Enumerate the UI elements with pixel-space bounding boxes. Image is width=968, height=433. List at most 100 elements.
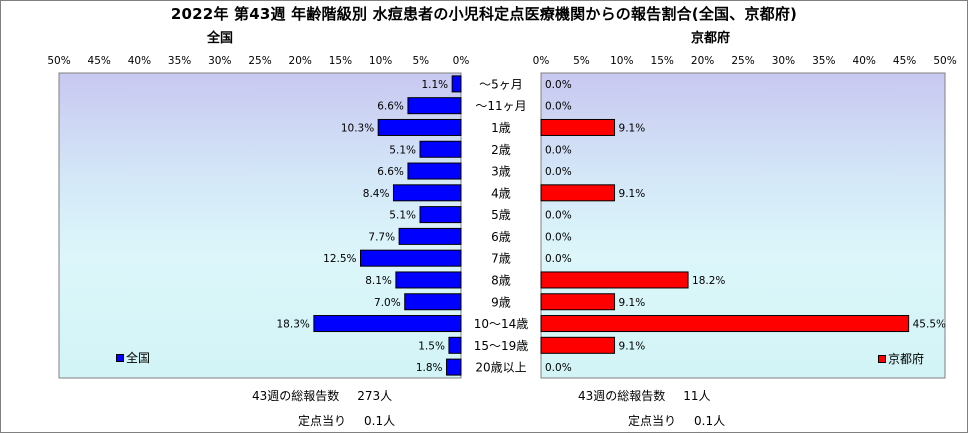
national-legend-label: 全国 — [126, 351, 151, 365]
kyoto-legend-swatch — [878, 354, 886, 363]
national-bar-value-label: 7.0% — [374, 297, 401, 309]
kyoto-bar — [540, 315, 910, 333]
national-bar — [446, 358, 462, 376]
kyoto-x-tick-label: 25% — [731, 55, 754, 67]
category-label: 8歳 — [491, 273, 511, 287]
category-label: 20歳以上 — [475, 361, 526, 375]
kyoto-total-line: 43週の総報告数 11人 — [578, 387, 711, 404]
kyoto-bar-value-label: 0.0% — [545, 144, 572, 156]
national-x-tick-label: 30% — [208, 55, 231, 67]
national-bar — [377, 118, 462, 136]
kyoto-bar-value-label: 0.0% — [545, 101, 572, 113]
national-legend-swatch — [116, 353, 124, 362]
kyoto-x-tick-label: 0% — [533, 55, 550, 67]
national-total-line: 43週の総報告数 273人 — [252, 387, 392, 404]
national-bar-value-label: 1.8% — [416, 362, 443, 374]
kyoto-bar-value-label: 0.0% — [545, 231, 572, 243]
kyoto-bar — [540, 293, 616, 311]
national-bar-value-label: 1.1% — [421, 79, 448, 91]
national-legend: 全国 — [116, 349, 150, 366]
kyoto-x-tick-label: 35% — [812, 55, 835, 67]
national-bar — [448, 336, 462, 354]
kyoto-bar-value-label: 9.1% — [619, 188, 646, 200]
national-bar-value-label: 1.5% — [418, 340, 445, 352]
category-label: 10～14歳 — [474, 317, 529, 331]
national-bar-value-label: 8.1% — [365, 275, 392, 287]
national-bar-value-label: 8.4% — [363, 188, 390, 200]
category-label: 6歳 — [491, 230, 511, 244]
category-label: 15～19歳 — [474, 339, 529, 353]
national-x-tick-label: 0% — [453, 55, 470, 67]
national-x-tick-label: 25% — [248, 55, 271, 67]
national-bar-value-label: 6.6% — [377, 166, 404, 178]
kyoto-x-tick-label: 5% — [573, 55, 590, 67]
category-label: 1歳 — [491, 121, 511, 135]
national-bar — [404, 293, 462, 311]
category-label: 7歳 — [491, 252, 511, 266]
national-bar — [419, 206, 462, 224]
national-bar — [313, 315, 462, 333]
kyoto-x-tick-label: 40% — [853, 55, 876, 67]
kyoto-bar — [540, 118, 616, 136]
kyoto-total-label: 43週の総報告数 — [578, 389, 666, 403]
national-bar-value-label: 5.1% — [389, 144, 416, 156]
kyoto-bar — [540, 184, 616, 202]
national-bar-value-label: 18.3% — [277, 319, 310, 331]
kyoto-bar-value-label: 0.0% — [545, 210, 572, 222]
national-x-tick-label: 20% — [289, 55, 312, 67]
national-bar — [395, 271, 462, 289]
national-x-tick-label: 10% — [369, 55, 392, 67]
national-bar — [392, 184, 462, 202]
kyoto-bar-value-label: 0.0% — [545, 253, 572, 265]
national-bar — [398, 227, 462, 245]
national-per-line: 定点当り 0.1人 — [298, 412, 395, 429]
kyoto-bar — [540, 336, 616, 354]
national-x-tick-label: 45% — [88, 55, 111, 67]
national-bar-value-label: 10.3% — [341, 122, 374, 134]
kyoto-x-tick-label: 45% — [893, 55, 916, 67]
kyoto-panel-title: 京都府 — [691, 31, 731, 46]
kyoto-per-label: 定点当り — [628, 414, 677, 428]
national-x-tick-label: 15% — [329, 55, 352, 67]
national-bar-value-label: 5.1% — [389, 210, 416, 222]
category-label: 4歳 — [491, 186, 511, 200]
kyoto-per-value: 0.1人 — [694, 414, 726, 428]
category-label: ～5ヶ月 — [479, 77, 523, 91]
national-x-tick-label: 50% — [47, 55, 70, 67]
national-x-tick-label: 35% — [168, 55, 191, 67]
kyoto-total-value: 11人 — [683, 389, 711, 403]
national-per-value: 0.1人 — [364, 414, 396, 428]
kyoto-bar-value-label: 18.2% — [692, 275, 725, 287]
kyoto-x-tick-label: 20% — [691, 55, 714, 67]
kyoto-bar-value-label: 9.1% — [619, 297, 646, 309]
kyoto-legend: 京都府 — [878, 350, 924, 367]
kyoto-x-tick-label: 15% — [651, 55, 674, 67]
kyoto-bar — [540, 271, 689, 289]
national-total-label: 43週の総報告数 — [252, 389, 340, 403]
national-bar — [360, 249, 462, 267]
kyoto-bar-value-label: 9.1% — [619, 122, 646, 134]
national-bar — [407, 162, 462, 180]
kyoto-plot-area — [540, 72, 946, 379]
kyoto-x-tick-label: 30% — [772, 55, 795, 67]
category-label: ～11ヶ月 — [475, 99, 526, 113]
national-plot-area — [58, 72, 462, 379]
national-per-label: 定点当り — [298, 414, 347, 428]
category-label: 9歳 — [491, 295, 511, 309]
kyoto-bar-value-label: 9.1% — [619, 340, 646, 352]
national-bar — [407, 97, 462, 115]
kyoto-bar-value-label: 0.0% — [545, 362, 572, 374]
national-panel-title: 全国 — [207, 31, 234, 46]
kyoto-per-line: 定点当り 0.1人 — [628, 412, 725, 429]
category-label: 2歳 — [491, 143, 511, 157]
kyoto-x-tick-label: 50% — [933, 55, 956, 67]
chart-title: 2022年 第43週 年齢階級別 水痘患者の小児科定点医療機関からの報告割合(全… — [170, 5, 798, 23]
kyoto-bar-value-label: 45.5% — [913, 319, 946, 331]
national-bar — [451, 75, 462, 93]
category-label: 3歳 — [491, 165, 511, 179]
national-bar-value-label: 12.5% — [323, 253, 356, 265]
national-bar-value-label: 6.6% — [377, 101, 404, 113]
category-label: 5歳 — [491, 208, 511, 222]
national-bar — [419, 140, 462, 158]
